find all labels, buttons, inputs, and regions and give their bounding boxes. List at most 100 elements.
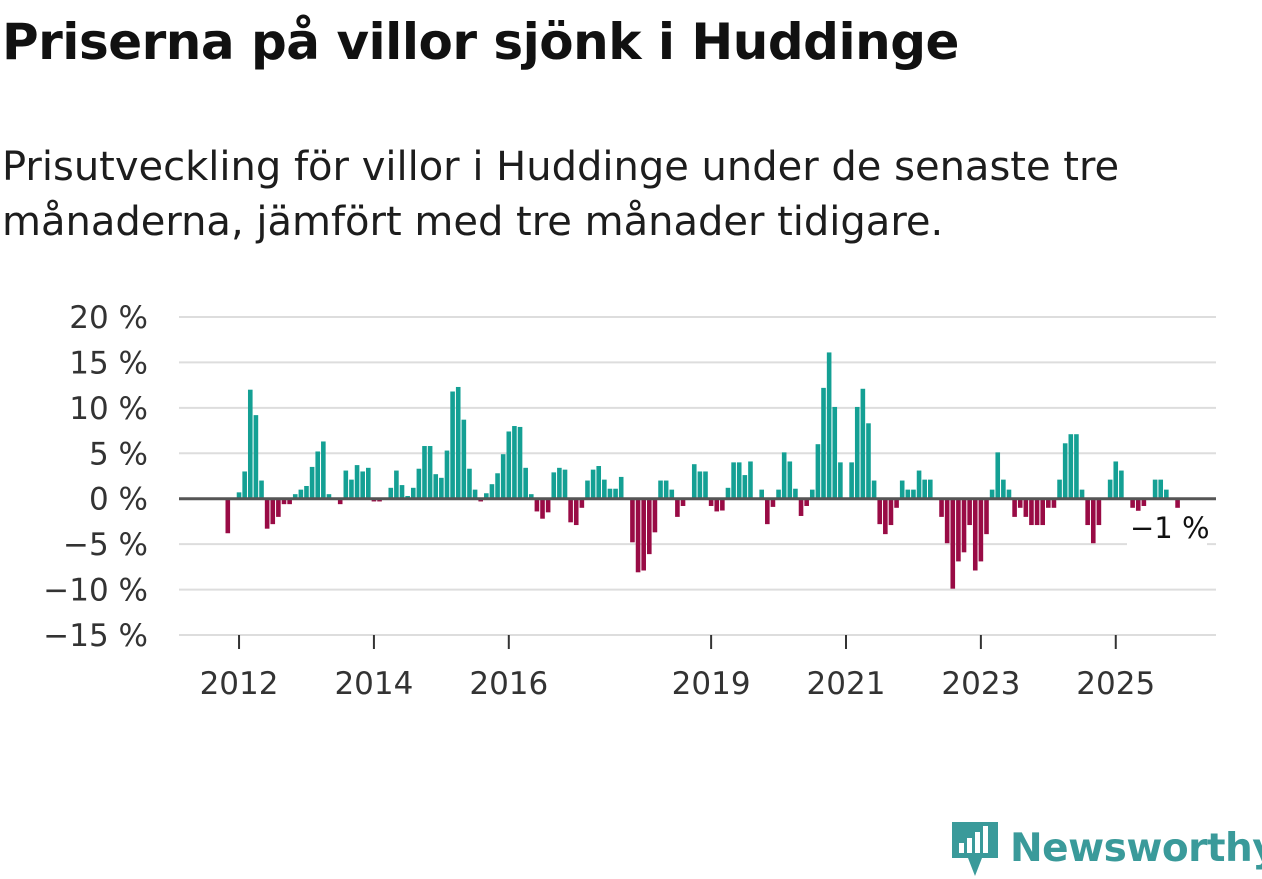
bar [1152,479,1158,499]
bar [568,498,573,523]
bar [495,473,500,499]
bar [961,498,967,553]
bar [658,480,663,499]
bar [748,461,753,499]
bar [1012,498,1017,517]
bar [1034,498,1040,526]
bar [512,426,517,499]
bar [838,462,843,499]
bar [472,489,478,499]
bar [899,480,905,499]
bar [691,464,697,499]
bar [562,469,568,499]
chart-title: Priserna på villor sjönk i Huddinge [2,13,959,71]
bar [276,498,281,517]
bar [354,465,360,499]
x-tick-label: 2012 [200,666,279,702]
bar [450,391,455,499]
bar [809,489,815,499]
bar [388,487,394,499]
chart-subtitle: Prisutveckling för villor i Huddinge und… [2,144,1120,245]
gridlines [179,316,1216,636]
bar [630,498,635,543]
x-tick-label: 2023 [941,666,1020,702]
bar [1085,498,1090,526]
bar [888,498,894,526]
y-tick-label: 15 % [69,345,148,381]
bar [545,498,551,513]
bar [972,498,978,571]
bar [596,466,602,499]
x-tick-label: 2016 [469,666,548,702]
bar [534,498,540,512]
bar [613,488,618,499]
bar [793,488,798,499]
bar [944,498,950,544]
y-tick-label: 10 % [69,391,148,427]
bar [444,450,450,499]
bar [304,485,309,499]
bar [225,498,231,534]
bar [877,498,883,525]
y-tick-label: 5 % [89,436,148,472]
bar [708,498,714,506]
bar [832,406,838,499]
x-axis-ticks: 2012 2014 2016 2019 2021 2023 2025 [200,635,1155,702]
y-tick-label: −10 % [43,573,148,609]
bar [815,444,821,499]
bar [697,471,703,499]
bar [1107,479,1113,499]
bar [573,498,579,526]
bar [736,462,742,499]
x-tick-label: 2014 [334,666,413,702]
bar [551,472,557,499]
bar [866,423,871,499]
bar [1040,498,1045,526]
bar [247,389,253,499]
bar [776,489,781,499]
bar [242,471,247,499]
bar [989,489,995,499]
bar [439,477,444,499]
y-tick-label: −5 % [63,527,148,563]
bar [1079,489,1085,499]
bar [675,498,680,517]
bar [1023,498,1029,517]
bar [461,419,467,499]
bar [1006,489,1012,499]
bar [455,386,461,499]
bar [995,452,1001,499]
bar [731,462,736,499]
bar [618,476,624,499]
bar [326,494,332,499]
bar [928,479,933,499]
y-tick-label: 0 % [89,482,148,518]
bar [860,388,866,499]
bar [647,498,652,555]
bar [652,498,658,533]
bar [714,498,720,512]
bar [849,462,854,499]
bar [360,471,365,499]
bar [1164,489,1169,499]
bar [489,484,495,499]
bar [798,498,804,516]
bars [225,352,1180,589]
bar [590,469,596,499]
bar [967,498,972,526]
y-axis-ticks: 20 % 15 % 10 % 5 % 0 % −5 % −10 % −15 % [43,300,148,654]
bar [264,498,270,529]
x-tick-label: 2019 [672,666,751,702]
bar [871,480,877,499]
bar [259,480,264,499]
bar [1062,443,1068,499]
bar [292,494,298,499]
bar [669,489,675,499]
bar [528,494,534,499]
bar [579,498,585,508]
bar [1051,498,1057,508]
bar [416,468,422,499]
bar [349,479,354,499]
bar [298,489,304,499]
bar [1113,461,1119,499]
